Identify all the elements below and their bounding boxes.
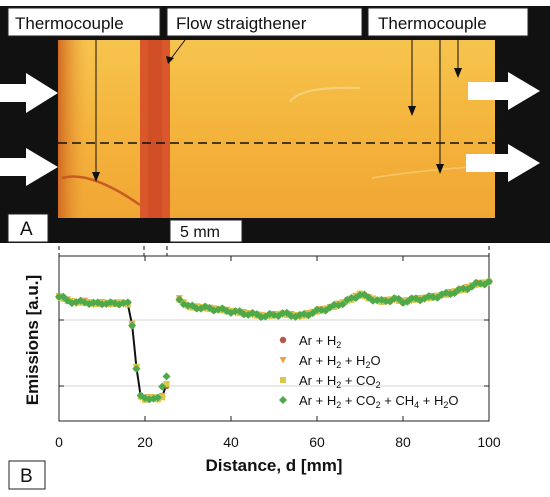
x-axis: 0 20 40 60 80 100 — [55, 256, 501, 450]
legend-marker — [280, 377, 286, 383]
legend: Ar + H2 Ar + H2 + H2O Ar + H2 + CO2 Ar + H2… — [279, 333, 459, 410]
pointer-flow-straightener — [169, 35, 189, 61]
data-point — [163, 381, 170, 388]
inlet-arrow-bottom — [0, 148, 58, 186]
x-tick-label: 0 — [55, 434, 63, 450]
burner-flame — [58, 40, 495, 218]
legend-marker — [279, 336, 287, 344]
legend-entry: Ar + H2 + CO2 + CH4 + H2O — [299, 393, 459, 410]
scale-bar-box — [169, 219, 243, 243]
data-point — [128, 321, 137, 330]
scale-bar-label: 5 mm — [180, 224, 220, 241]
data-point — [55, 292, 63, 301]
plot-area — [58, 255, 490, 422]
x-tick-label: 40 — [223, 434, 239, 450]
legend-entry: Ar + H2 + H2O — [299, 353, 381, 370]
panel-b-label-box — [8, 460, 46, 490]
panel-b: 0 20 40 60 80 100 Emissions [a.u.] Distance, … — [8, 255, 501, 490]
flow-straightener-box — [166, 7, 363, 37]
legend-marker — [279, 357, 287, 364]
data-point — [153, 393, 162, 402]
data-point — [162, 372, 171, 381]
panel-b-label: B — [20, 466, 33, 487]
data-point — [313, 305, 321, 314]
flame-inlet-edge — [58, 40, 88, 218]
data-point — [450, 289, 459, 298]
inlet-arrow-top — [0, 73, 58, 113]
data-point — [175, 295, 184, 304]
data-point — [89, 298, 98, 307]
data-markers — [55, 277, 493, 404]
data-point — [231, 307, 240, 316]
x-axis-label: Distance, d [mm] — [206, 456, 343, 475]
data-point — [485, 277, 493, 286]
data-point — [394, 294, 403, 303]
data-point — [467, 282, 476, 291]
y-axis-label: Emissions [a.u.] — [23, 275, 42, 405]
data-point — [338, 300, 347, 309]
outlet-arrow-top — [468, 72, 540, 110]
legend-entry: Ar + H2 + CO2 — [299, 373, 381, 390]
thermocouple-left-label: Thermocouple — [15, 14, 124, 33]
outlet-arrow-bottom — [466, 144, 540, 182]
thermocouple-right-box — [367, 7, 529, 37]
x-tick-label: 20 — [137, 434, 153, 450]
panel-a-label-box — [7, 213, 49, 243]
legend-entry: Ar + H2 — [299, 333, 341, 350]
data-point — [184, 301, 192, 310]
panel-a-label: A — [20, 219, 33, 240]
thermocouple-left-box — [7, 7, 161, 37]
data-point — [158, 382, 167, 391]
data-point — [132, 364, 141, 373]
panel-a: Thermocouple Flow straigthener Thermocou… — [0, 6, 550, 243]
x-tick-label: 80 — [395, 434, 411, 450]
data-point — [407, 294, 416, 303]
data-point — [123, 298, 132, 307]
x-tick-label: 60 — [309, 434, 325, 450]
thermocouple-wire-right — [289, 86, 361, 103]
flow-straightener-label: Flow straigthener — [176, 14, 307, 33]
data-point — [59, 292, 68, 301]
legend-marker — [279, 396, 287, 404]
data-point — [192, 304, 201, 313]
data-point — [347, 293, 356, 302]
data-point — [159, 394, 166, 401]
thermocouple-right-label: Thermocouple — [378, 14, 487, 33]
x-tick-label: 100 — [477, 434, 501, 450]
